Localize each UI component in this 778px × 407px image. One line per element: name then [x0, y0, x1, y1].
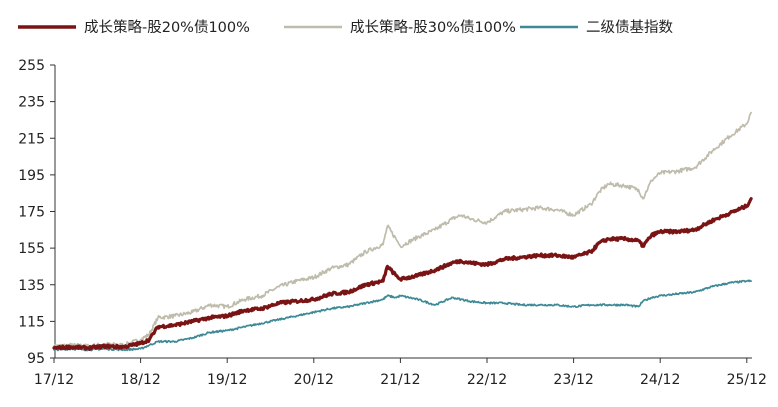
legend: 成长策略-股20%债100% 成长策略-股30%债100% 二级债基指数	[18, 19, 673, 36]
x-tick-label: 22/12	[467, 372, 507, 388]
legend-label-2: 二级债基指数	[586, 19, 673, 36]
y-tick-label: 115	[18, 314, 45, 330]
y-tick-label: 135	[18, 278, 45, 294]
x-tick-label: 19/12	[207, 372, 247, 388]
y-tick-label: 175	[18, 205, 45, 221]
y-tick-label: 255	[18, 58, 45, 74]
x-tick-label: 20/12	[294, 372, 334, 388]
series-line-0	[52, 197, 753, 351]
y-tick-label: 155	[18, 241, 45, 257]
x-axis: 17/12 18/12 19/12 20/12 21/12 22/12 23/12 24/12…	[34, 357, 767, 388]
y-tick-label: 195	[18, 168, 45, 184]
legend-label-1: 成长策略-股30%债100%	[350, 19, 516, 36]
y-tick-label: 95	[27, 351, 45, 367]
legend-label-0: 成长策略-股20%债100%	[84, 19, 250, 36]
y-axis: 95 115 135 155 175 195 215 235 255	[18, 58, 56, 367]
x-tick-label: 25/12	[727, 372, 767, 388]
x-tick-label: 21/12	[380, 372, 420, 388]
y-tick-label: 235	[18, 95, 45, 111]
x-tick-label: 17/12	[34, 372, 74, 388]
x-tick-label: 24/12	[640, 372, 680, 388]
series-line-1	[53, 111, 752, 349]
y-tick-label: 215	[18, 131, 45, 147]
x-tick-label: 23/12	[553, 372, 593, 388]
plot-area	[52, 111, 753, 352]
series-line-2	[53, 279, 752, 352]
x-tick-label: 18/12	[120, 372, 160, 388]
